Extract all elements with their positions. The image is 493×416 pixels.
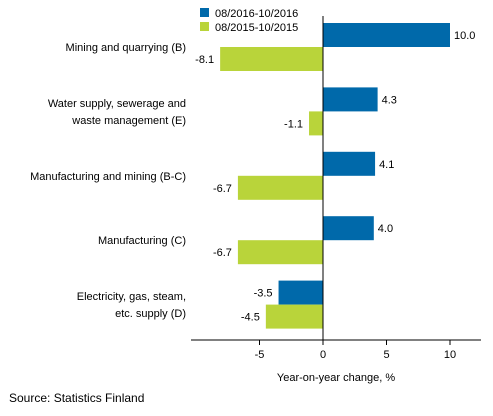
data-label: 10.0 xyxy=(454,30,475,42)
bar-recent-4 xyxy=(278,280,323,305)
bar-previous-4 xyxy=(265,304,323,329)
bar-previous-1 xyxy=(309,111,323,136)
legend-swatch xyxy=(200,8,209,17)
bar-recent-0 xyxy=(323,23,450,47)
data-label: 4.1 xyxy=(379,159,394,171)
legend: 08/2016-10/2016 08/2015-10/2015 xyxy=(200,8,298,34)
x-axis-label: Year-on-year change, % xyxy=(277,372,395,384)
bar-previous-3 xyxy=(237,240,323,265)
category-label: Electricity, gas, steam, xyxy=(77,291,186,303)
bar-previous-0 xyxy=(220,47,323,71)
bars: 10.0 -8.1 4.3 -1.1 4.1 -6.7 4.0 -6.7 -3.5 -4.5 xyxy=(195,23,475,329)
bar-recent-1 xyxy=(323,87,378,112)
x-tick-label: 5 xyxy=(383,349,389,361)
data-label: -6.7 xyxy=(213,247,232,259)
data-label: -4.5 xyxy=(241,312,260,324)
category-labels: Mining and quarrying (B) Water supply, se… xyxy=(30,42,186,320)
category-label: Manufacturing and mining (B-C) xyxy=(30,171,186,183)
source-note: Source: Statistics Finland xyxy=(9,391,145,405)
data-label: 4.0 xyxy=(378,223,393,235)
x-tick-label: 10 xyxy=(444,349,456,361)
category-label: etc. supply (D) xyxy=(115,308,186,320)
x-tick-label: -5 xyxy=(255,349,265,361)
bar-recent-3 xyxy=(323,216,374,241)
x-axis: -5 0 5 10 xyxy=(191,16,481,361)
bar-previous-2 xyxy=(237,175,323,200)
category-label: waste management (E) xyxy=(71,115,186,127)
legend-entry: 08/2015-10/2015 xyxy=(215,22,298,34)
category-label: Mining and quarrying (B) xyxy=(66,42,186,54)
data-label: 4.3 xyxy=(382,94,397,106)
category-label: Manufacturing (C) xyxy=(98,235,186,247)
category-label: Water supply, sewerage and xyxy=(48,98,186,110)
x-tick-label: 0 xyxy=(320,349,326,361)
legend-swatch xyxy=(200,22,209,31)
data-label: -3.5 xyxy=(254,288,273,300)
data-label: -6.7 xyxy=(213,183,232,195)
data-label: -1.1 xyxy=(284,118,303,130)
data-label: -8.1 xyxy=(195,54,214,66)
legend-entry: 08/2016-10/2016 xyxy=(215,8,298,20)
bar-recent-2 xyxy=(323,151,376,176)
